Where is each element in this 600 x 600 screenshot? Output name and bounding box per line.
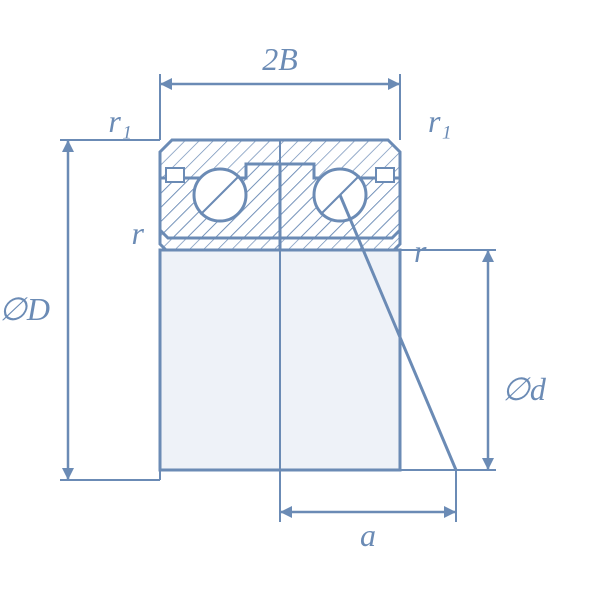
label-a: a	[360, 517, 376, 553]
label-d: ∅d	[502, 371, 547, 407]
label-r1-right: r₁	[428, 103, 452, 139]
bearing-cross-section-diagram: 2Br₁r₁rr∅D∅da	[0, 0, 600, 600]
ball	[194, 169, 246, 221]
label-D: ∅D	[0, 291, 50, 327]
label-r-left: r	[132, 215, 145, 251]
label-2b: 2B	[262, 41, 298, 77]
label-r1-left: r₁	[108, 103, 132, 139]
